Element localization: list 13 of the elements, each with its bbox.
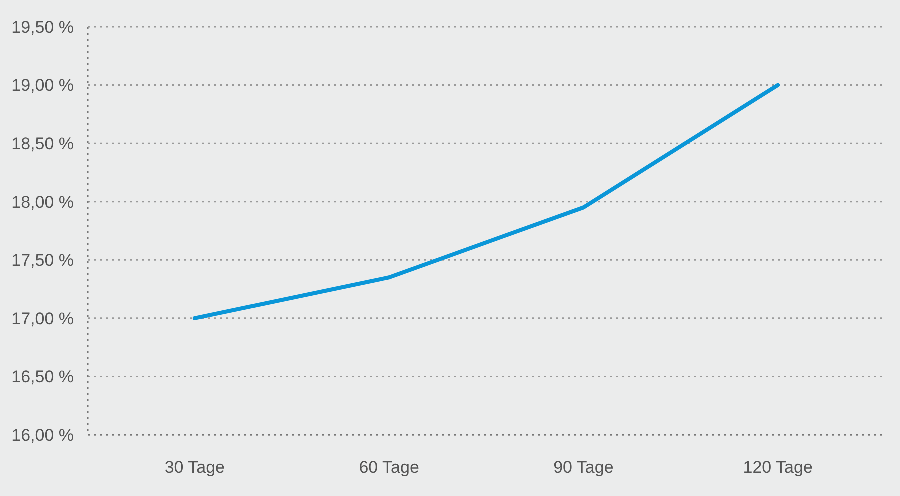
y-tick-label: 18,50 % [12, 134, 74, 154]
y-tick-label: 17,50 % [12, 251, 74, 270]
line-series [192, 83, 780, 320]
y-tick-label: 16,50 % [12, 368, 74, 387]
x-tick-label: 30 Tage [164, 458, 226, 477]
y-tick-label: 18,00 % [12, 192, 74, 212]
y-tick-label: 16,00 % [12, 426, 74, 445]
x-tick-label: 90 Tage [554, 458, 614, 477]
x-tick-label: 60 Tage [359, 458, 420, 477]
x-tick-label: 120 Tage [743, 458, 813, 477]
y-tick-label: 19,50 % [12, 18, 74, 37]
y-tick-label: 17,00 % [12, 309, 74, 328]
y-tick-label: 19,00 % [12, 76, 74, 96]
